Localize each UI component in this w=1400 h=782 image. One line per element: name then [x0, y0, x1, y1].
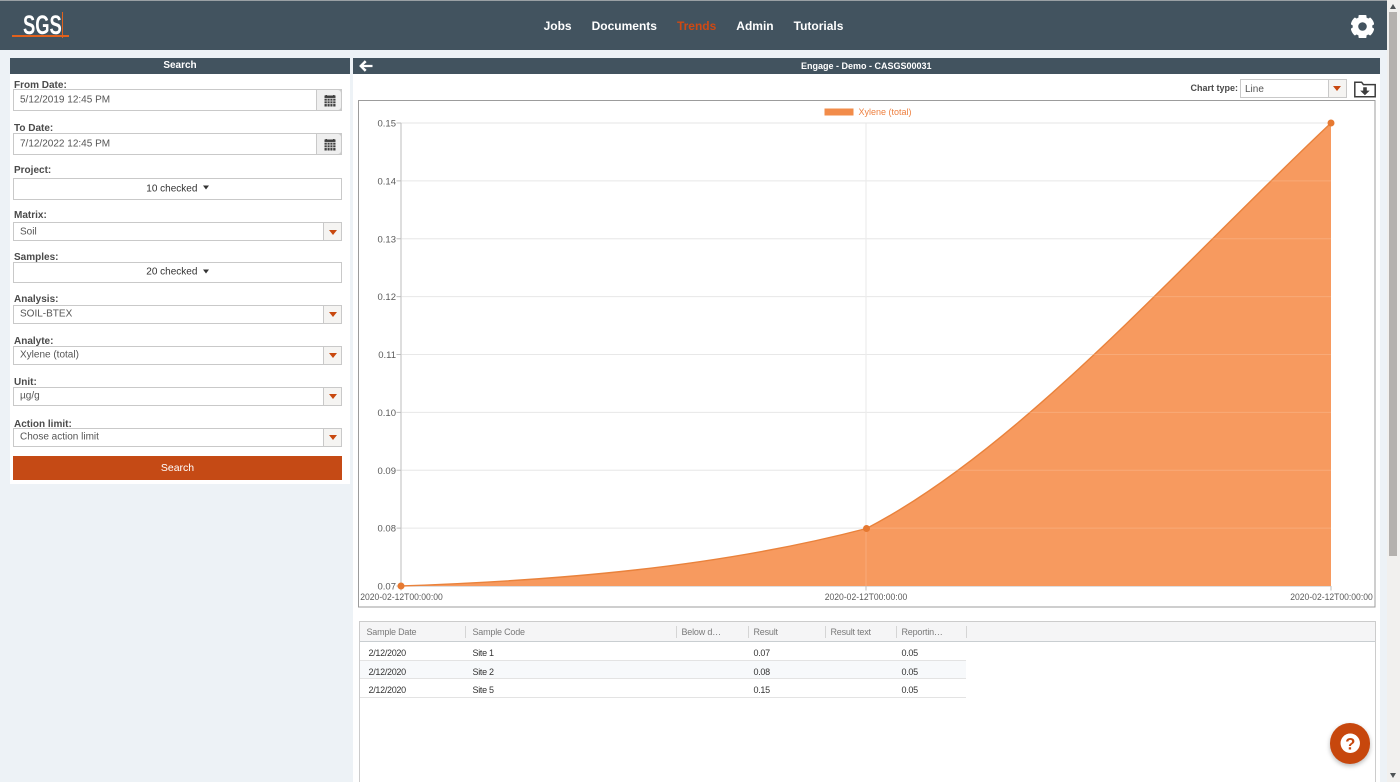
- svg-text:?: ?: [1345, 736, 1355, 754]
- svg-text:0.15: 0.15: [378, 119, 397, 130]
- svg-text:2020-02-12T00:00:00: 2020-02-12T00:00:00: [1290, 592, 1373, 603]
- svg-text:0.14: 0.14: [378, 176, 397, 187]
- svg-text:2020-02-12T00:00:00: 2020-02-12T00:00:00: [360, 592, 443, 603]
- svg-text:0.07: 0.07: [378, 582, 397, 593]
- svg-text:Xylene (total): Xylene (total): [859, 107, 912, 117]
- svg-text:0.10: 0.10: [378, 408, 397, 419]
- svg-text:0.09: 0.09: [378, 466, 397, 477]
- svg-text:0.12: 0.12: [378, 292, 397, 303]
- svg-text:2020-02-12T00:00:00: 2020-02-12T00:00:00: [825, 592, 908, 603]
- svg-text:0.08: 0.08: [378, 524, 397, 535]
- svg-text:0.11: 0.11: [378, 350, 396, 361]
- svg-text:0.13: 0.13: [378, 234, 397, 245]
